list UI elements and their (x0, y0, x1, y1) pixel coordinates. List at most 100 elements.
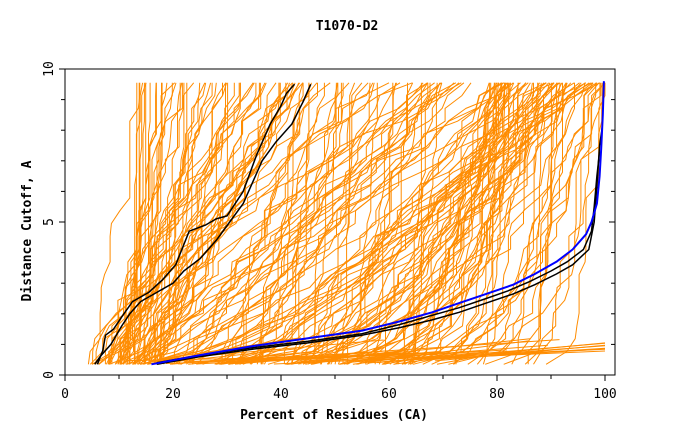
orange-model-curve (261, 82, 304, 365)
orange-model-curve (305, 82, 337, 365)
orange-model-curve (305, 82, 491, 365)
orange-model-curve (454, 82, 519, 365)
orange-model-curve (171, 82, 555, 365)
orange-model-curve (219, 82, 498, 365)
orange-model-curve (511, 82, 539, 365)
orange-model-curve (476, 82, 575, 365)
orange-model-curve (467, 82, 539, 365)
orange-model-curve (378, 82, 408, 365)
orange-model-curve (134, 82, 331, 365)
orange-model-curve (503, 82, 597, 365)
x-axis-label: Percent of Residues (CA) (240, 408, 428, 423)
orange-model-curve (407, 82, 541, 365)
orange-model-curve (183, 351, 446, 363)
orange-model-curve (527, 82, 552, 365)
orange-model-curve (302, 82, 563, 365)
orange-model-curve (128, 82, 287, 365)
orange-model-curve (138, 82, 429, 365)
orange-model-curve (422, 82, 509, 365)
orange-model-curve (381, 82, 567, 365)
orange-model-curve (144, 82, 163, 365)
orange-model-curve (356, 82, 527, 365)
orange-model-curve (352, 82, 598, 365)
x-tick-label: 0 (61, 387, 69, 402)
black-series-line (156, 151, 601, 364)
orange-model-curve (223, 82, 369, 365)
orange-model-curve (343, 82, 511, 365)
orange-model-curve (367, 342, 606, 364)
orange-model-curve (119, 82, 280, 365)
orange-model-curve (228, 82, 586, 365)
orange-model-curve (262, 82, 304, 365)
orange-model-curve (129, 82, 140, 365)
orange-model-curve (300, 82, 490, 365)
orange-model-curve (348, 351, 489, 363)
orange-model-curve (132, 82, 294, 365)
orange-model-curve (394, 82, 507, 365)
orange-model-curve (342, 82, 356, 365)
orange-model-curve (160, 82, 280, 365)
orange-model-curve (147, 82, 428, 365)
orange-model-curve (328, 82, 429, 365)
orange-model-curve (137, 82, 561, 365)
orange-model-curve (218, 82, 442, 365)
orange-model-curve (228, 82, 575, 365)
plot-lines (87, 81, 606, 366)
x-tick-label: 80 (489, 387, 505, 402)
y-axis-ticks: 0 5 10 (42, 61, 615, 379)
orange-model-curve (321, 82, 363, 365)
x-axis-ticks: 0 20 40 60 80 100 (61, 375, 617, 402)
orange-model-curve (298, 82, 371, 365)
orange-model-curve (158, 82, 312, 365)
orange-model-curve (337, 82, 394, 365)
orange-model-curve (89, 82, 254, 365)
orange-model-curve (133, 82, 207, 365)
y-axis-label: Distance Cutoff, A (20, 160, 35, 301)
orange-model-curve (125, 82, 138, 365)
orange-model-curve (196, 82, 398, 365)
orange-model-curve (448, 82, 558, 365)
orange-model-curve (334, 82, 547, 365)
orange-model-curve (286, 82, 606, 365)
orange-model-curve (122, 82, 261, 365)
orange-model-curve (158, 348, 297, 364)
orange-model-curve (249, 82, 339, 365)
orange-model-curve (263, 82, 455, 365)
orange-model-curve (412, 82, 602, 365)
orange-model-curve (239, 82, 601, 365)
orange-model-curve (235, 82, 443, 365)
orange-model-curve (109, 82, 213, 365)
orange-model-curve (115, 82, 147, 365)
orange-model-curve (114, 82, 310, 365)
orange-model-curve (159, 82, 188, 365)
orange-model-curve (108, 82, 212, 365)
orange-model-curve (455, 82, 512, 365)
orange-model-curve (162, 337, 301, 360)
orange-model-curve (242, 82, 527, 365)
orange-model-curve (239, 82, 318, 365)
orange-model-curve (382, 82, 568, 365)
orange-model-curve (436, 82, 606, 365)
orange-model-curve (139, 82, 472, 365)
y-tick-label: 10 (42, 61, 57, 77)
black-series-line (94, 83, 312, 365)
orange-model-curve (87, 82, 141, 365)
orange-model-curve (121, 82, 267, 365)
black-series-line (96, 83, 296, 365)
y-tick-label: 0 (42, 371, 57, 379)
orange-model-curve (260, 82, 344, 365)
orange-model-curve (147, 82, 590, 365)
orange-model-curve (177, 82, 375, 365)
orange-model-curve (376, 345, 606, 364)
x-tick-label: 100 (593, 387, 616, 402)
y-tick-label: 5 (42, 218, 57, 226)
orange-model-curve (104, 82, 260, 365)
x-tick-label: 40 (273, 387, 289, 402)
orange-model-curve (155, 82, 277, 365)
black-series-line (156, 126, 604, 366)
orange-model-curve (173, 82, 587, 365)
orange-model-curve (237, 339, 560, 362)
orange-model-curve (310, 82, 495, 365)
orange-model-curve (330, 82, 580, 365)
